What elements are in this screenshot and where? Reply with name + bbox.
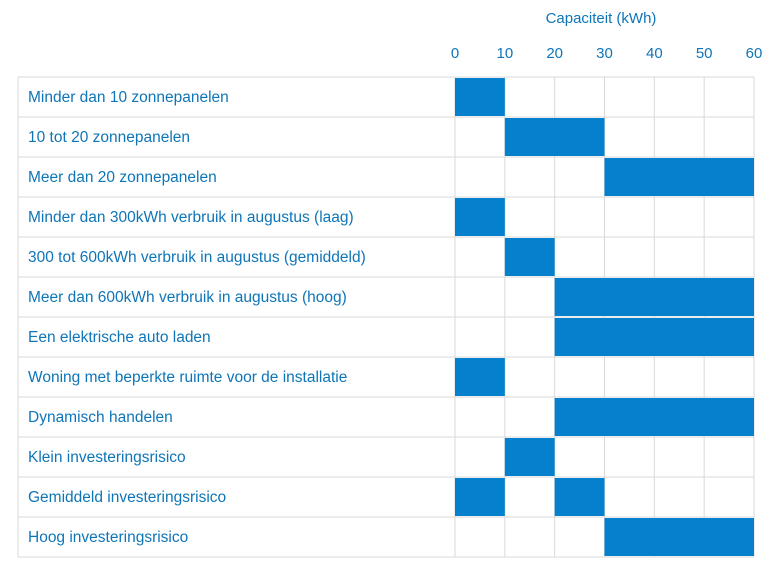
capacity-bar bbox=[604, 518, 754, 556]
row-label: Dynamisch handelen bbox=[28, 409, 173, 426]
x-tick-label: 40 bbox=[646, 45, 663, 62]
capacity-bar bbox=[554, 478, 605, 516]
row-label: Minder dan 300kWh verbruik in augustus (… bbox=[28, 209, 354, 226]
row-label: Minder dan 10 zonnepanelen bbox=[28, 89, 229, 106]
table-grid bbox=[17, 76, 755, 558]
capacity-bar bbox=[554, 278, 754, 316]
capacity-bar bbox=[554, 398, 754, 436]
x-axis-ticks: 0 10 20 30 40 50 60 bbox=[451, 45, 763, 62]
x-tick-label: 0 bbox=[451, 45, 459, 62]
row-labels: Minder dan 10 zonnepanelen 10 tot 20 zonn… bbox=[28, 89, 366, 546]
row-label: Meer dan 600kWh verbruik in augustus (ho… bbox=[28, 289, 347, 306]
capacity-bar bbox=[455, 478, 505, 516]
row-label: 300 tot 600kWh verbruik in augustus (gem… bbox=[28, 249, 366, 266]
x-tick-label: 10 bbox=[496, 45, 513, 62]
row-label: Gemiddeld investeringsrisico bbox=[28, 489, 226, 506]
x-tick-label: 50 bbox=[696, 45, 713, 62]
row-label: 10 tot 20 zonnepanelen bbox=[28, 129, 190, 146]
row-label: Meer dan 20 zonnepanelen bbox=[28, 169, 217, 186]
capacity-bar bbox=[504, 118, 605, 156]
row-label: Een elektrische auto laden bbox=[28, 329, 211, 346]
capacity-bar bbox=[504, 238, 555, 276]
capacity-bar bbox=[455, 78, 505, 116]
row-label: Klein investeringsrisico bbox=[28, 449, 186, 466]
row-label: Woning met beperkte ruimte voor de insta… bbox=[28, 369, 347, 386]
x-axis-title: Capaciteit (kWh) bbox=[546, 10, 657, 27]
row-label: Hoog investeringsrisico bbox=[28, 529, 188, 546]
x-tick-label: 60 bbox=[746, 45, 763, 62]
capacity-bars bbox=[455, 78, 754, 556]
capacity-bar bbox=[455, 198, 505, 236]
capacity-bar bbox=[504, 438, 555, 476]
x-tick-label: 30 bbox=[596, 45, 613, 62]
capacity-bar bbox=[604, 158, 754, 196]
x-tick-label: 20 bbox=[546, 45, 563, 62]
capacity-bar bbox=[455, 358, 505, 396]
capacity-bar bbox=[554, 318, 754, 356]
